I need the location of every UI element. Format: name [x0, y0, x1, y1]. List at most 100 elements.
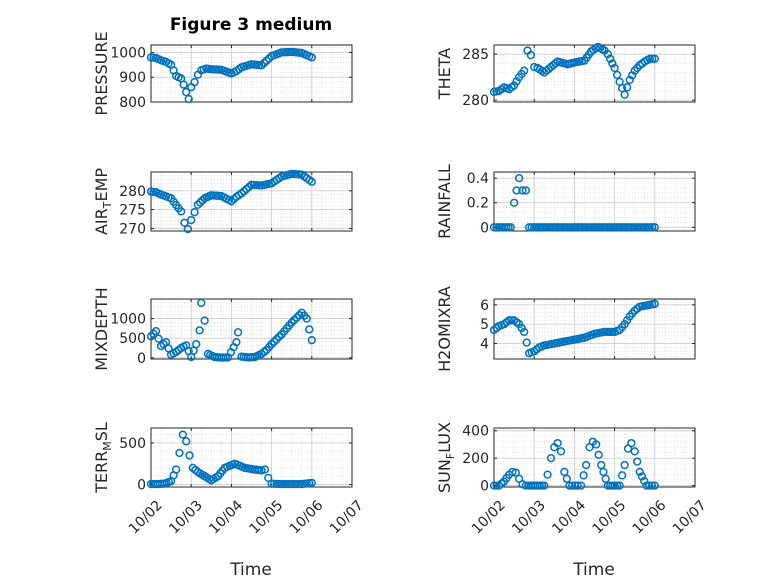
- y-axis-label-subscript: M: [101, 441, 114, 451]
- x-tick-label: 10/07: [327, 497, 367, 537]
- y-axis-label-main: PRESSURE: [92, 31, 111, 115]
- axes-box: [150, 171, 353, 232]
- x-tick-label: 10/04: [206, 497, 246, 537]
- data-point: [565, 481, 574, 490]
- y-tick-label: 0: [480, 220, 489, 236]
- y-tick-label: 200: [462, 451, 489, 467]
- data-point: [650, 481, 659, 490]
- y-axis-label-main: AIR: [92, 208, 111, 235]
- y-tick-label: 800: [119, 95, 146, 111]
- y-axis-label: AIRTEMP: [92, 168, 114, 235]
- data-point: [197, 298, 206, 308]
- data-point: [514, 173, 524, 183]
- plot-area: [494, 428, 695, 487]
- data-point: [200, 316, 209, 325]
- data-point: [610, 481, 619, 490]
- data-point: [617, 471, 627, 480]
- data-point: [180, 218, 189, 227]
- y-axis-label: SUNFLUX: [435, 422, 457, 493]
- data-point: [615, 481, 624, 490]
- data-point: [612, 481, 622, 490]
- data-point: [612, 70, 622, 80]
- data-point: [233, 328, 243, 337]
- y-axis-label-main: RAINFALL: [435, 164, 454, 239]
- data-point: [603, 50, 613, 59]
- data-point: [290, 315, 299, 325]
- data-point: [522, 338, 531, 347]
- data-point: [295, 311, 304, 320]
- data-point: [592, 440, 601, 449]
- data-point: [512, 186, 521, 195]
- axes-theta: 280 285 THETA: [435, 42, 696, 109]
- data-point: [184, 94, 193, 104]
- data-point: [647, 481, 657, 490]
- data-point: [518, 186, 527, 195]
- data-point: [232, 337, 241, 347]
- x-tick-label: 10/07: [670, 497, 710, 537]
- data-point: [151, 327, 161, 336]
- data-point: [645, 223, 654, 232]
- data-point: [195, 198, 205, 207]
- data-point: [192, 339, 201, 349]
- data-point: [295, 479, 304, 489]
- data-point: [540, 481, 549, 490]
- data-point: [581, 460, 591, 470]
- y-tick-label: 0: [480, 479, 489, 495]
- axes-terr_msl: 0 500 10/02 10/03 10/04 10/05 10/06 10/07 TERRMS…: [92, 422, 367, 537]
- data-point: [594, 450, 603, 459]
- data-point: [274, 332, 284, 341]
- y-tick-label: 285: [462, 47, 489, 63]
- x-tick-label: 10/02: [126, 497, 166, 537]
- x-tick-label: 10/06: [287, 497, 327, 537]
- data-point: [633, 457, 642, 466]
- y-axis-label-main: TERR: [92, 451, 111, 494]
- data-point: [489, 481, 499, 490]
- data-point: [307, 177, 316, 186]
- axes-box: [150, 44, 353, 103]
- axes-rainfall: 0 0.2 0.4 RAINFALL: [435, 164, 696, 239]
- data-point: [648, 223, 657, 232]
- y-axis-label-main: SUN: [435, 459, 454, 493]
- data-point: [190, 78, 199, 87]
- data-point: [526, 50, 535, 60]
- data-point: [171, 465, 181, 474]
- y-axis-label: THETA: [435, 48, 454, 100]
- data-point: [509, 81, 519, 90]
- data-point: [187, 215, 196, 225]
- data-point: [642, 481, 651, 490]
- data-point: [269, 337, 279, 346]
- data-point: [307, 336, 316, 345]
- data-point: [610, 63, 619, 73]
- data-point: [630, 447, 639, 456]
- y-tick-label: 0.4: [467, 171, 489, 187]
- axes-box: [493, 427, 696, 488]
- data-point: [605, 54, 615, 63]
- y-axis-label-rest: SL: [92, 422, 111, 441]
- data-point: [648, 54, 657, 63]
- data-point: [307, 53, 316, 62]
- y-axis-label-rest: LUX: [435, 422, 454, 453]
- data-point: [509, 198, 519, 207]
- x-tick-label: 10/05: [247, 497, 287, 537]
- y-tick-label: 1000: [110, 312, 146, 328]
- data-point: [650, 299, 659, 308]
- data-point: [506, 223, 515, 232]
- data-point: [287, 318, 296, 327]
- y-axis-label-subscript: F: [444, 453, 457, 459]
- y-tick-label: 275: [119, 203, 146, 219]
- data-point: [190, 208, 199, 217]
- data-point: [635, 467, 644, 477]
- data-point: [576, 481, 586, 490]
- y-tick-label: 6: [480, 298, 489, 314]
- y-tick-label: 4: [480, 337, 489, 353]
- y-axis-label-main: MIXDEPTH: [92, 287, 111, 370]
- x-tick-label: 10/03: [166, 497, 206, 537]
- data-point: [520, 327, 529, 337]
- data-point: [302, 314, 311, 323]
- data-point: [650, 54, 659, 63]
- x-tick-label: 10/02: [469, 497, 509, 537]
- data-point: [568, 481, 577, 490]
- data-point: [508, 467, 517, 477]
